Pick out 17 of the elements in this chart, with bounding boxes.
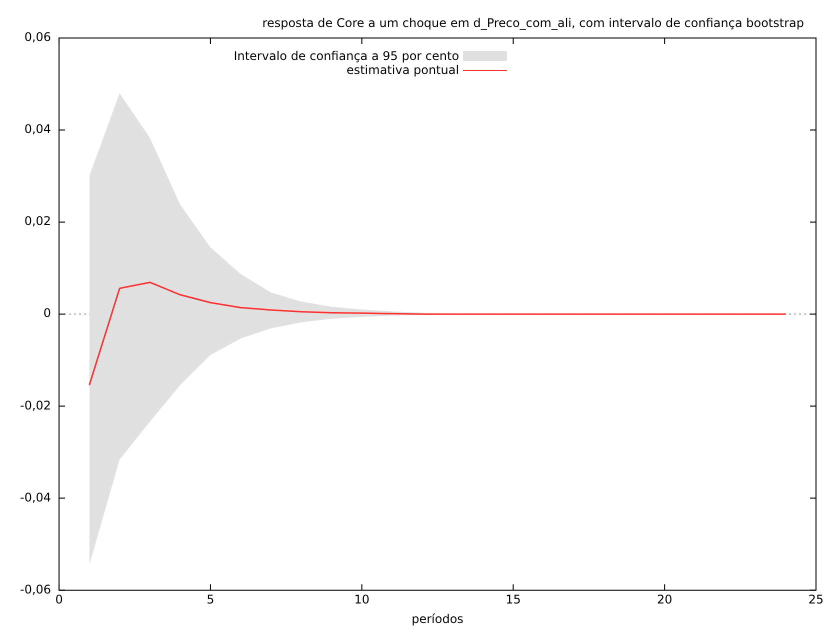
- x-axis-title: períodos: [412, 612, 464, 626]
- y-tick-label: 0,04: [24, 122, 52, 136]
- y-tick-label: 0,06: [24, 30, 52, 44]
- annotation: Intervalo de confiança a 95 por cento: [234, 49, 460, 63]
- legend-label: estimativa pontual: [346, 63, 460, 77]
- x-tick-label: 15: [506, 592, 521, 607]
- chart-title: resposta de Core a um choque em d_Preco_com_ali, com intervalo de confiança bootstrap: [262, 16, 804, 30]
- x-tick-label: 10: [354, 592, 370, 607]
- x-tick-label: 5: [206, 592, 214, 607]
- y-tick-label: -0,06: [20, 582, 52, 596]
- y-tick-label: 0: [43, 306, 52, 320]
- y-tick-label: -0,02: [20, 398, 52, 412]
- x-tick-label: 20: [656, 592, 672, 607]
- y-tick-label: 0,02: [24, 214, 52, 228]
- x-tick-label: 25: [808, 592, 824, 607]
- x-tick-label: 0: [55, 592, 63, 607]
- y-tick-label: -0,04: [20, 490, 52, 504]
